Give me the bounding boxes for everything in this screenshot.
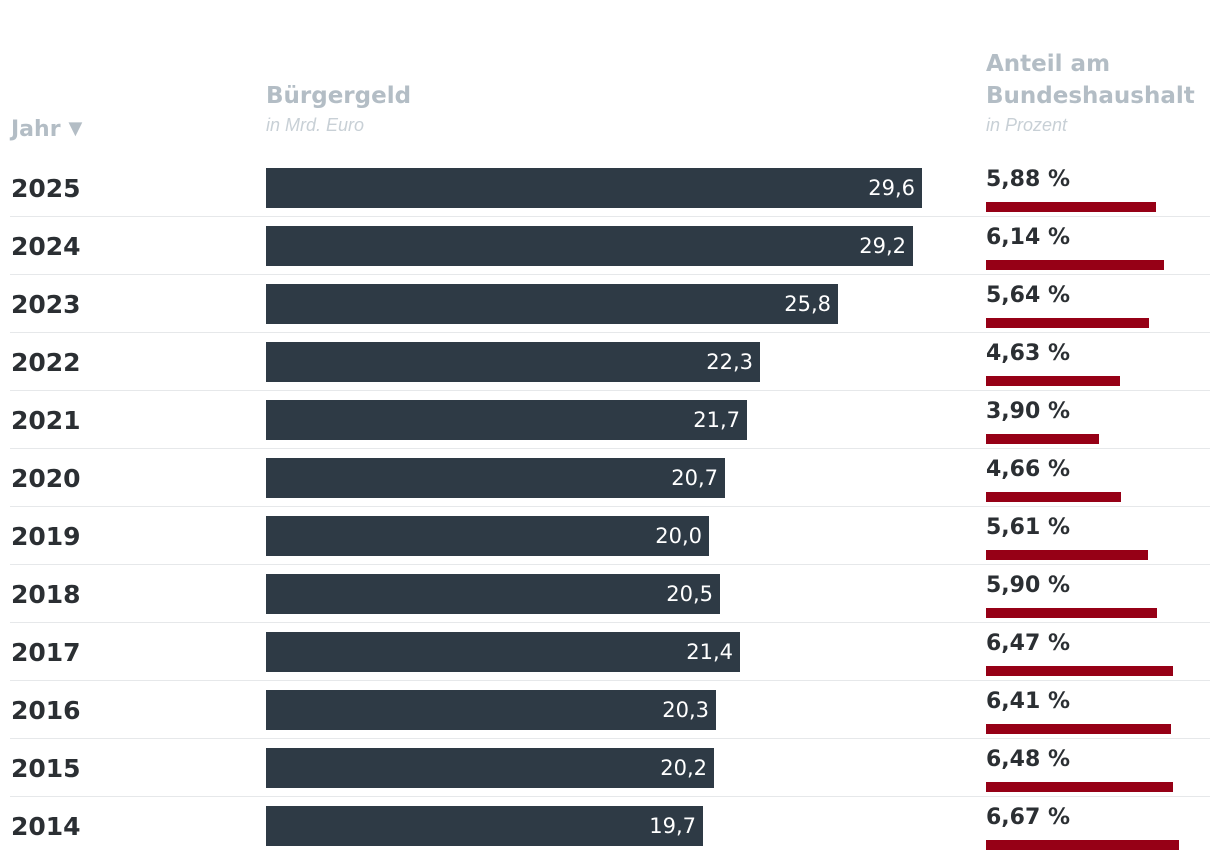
table-row: 2014 19,7 6,67 %	[0, 805, 1220, 864]
table-row: 2015 20,2 6,48 %	[0, 747, 1220, 806]
buergergeld-value-label: 21,4	[686, 640, 733, 664]
anteil-value-label: 6,47 %	[986, 631, 1070, 656]
buergergeld-bar: 20,5	[266, 574, 720, 614]
year-label: 2023	[11, 290, 81, 319]
buergergeld-value-label: 22,3	[706, 350, 753, 374]
anteil-value-label: 6,67 %	[986, 805, 1070, 830]
row-divider	[10, 274, 1210, 275]
anteil-bar	[986, 318, 1149, 328]
table-row: 2023 25,8 5,64 %	[0, 283, 1220, 342]
anteil-value-label: 6,14 %	[986, 225, 1070, 250]
buergergeld-value-label: 20,5	[666, 582, 713, 606]
anteil-bar	[986, 840, 1179, 850]
buergergeld-bar: 20,3	[266, 690, 716, 730]
anteil-bar	[986, 492, 1121, 502]
anteil-bar	[986, 666, 1173, 676]
year-label: 2022	[11, 348, 81, 377]
buergergeld-value-label: 20,0	[655, 524, 702, 548]
anteil-bar	[986, 782, 1173, 792]
buergergeld-value-label: 21,7	[693, 408, 740, 432]
buergergeld-bar: 29,6	[266, 168, 922, 208]
anteil-column-unit: in Prozent	[986, 115, 1068, 135]
buergergeld-bar: 25,8	[266, 284, 838, 324]
buergergeld-column-unit: in Mrd. Euro	[266, 115, 365, 135]
table-row: 2016 20,3 6,41 %	[0, 689, 1220, 748]
buergergeld-bar: 21,7	[266, 400, 747, 440]
year-label: 2017	[11, 638, 81, 667]
table-row: 2017 21,4 6,47 %	[0, 631, 1220, 690]
buergergeld-value-label: 29,6	[868, 176, 915, 200]
row-divider	[10, 448, 1210, 449]
table-row: 2021 21,7 3,90 %	[0, 399, 1220, 458]
buergergeld-bar: 20,2	[266, 748, 714, 788]
year-label: 2015	[11, 754, 81, 783]
buergergeld-bar: 20,7	[266, 458, 725, 498]
table-row: 2022 22,3 4,63 %	[0, 341, 1220, 400]
anteil-value-label: 5,64 %	[986, 283, 1070, 308]
buergergeld-value-label: 20,2	[660, 756, 707, 780]
anteil-value-label: 4,63 %	[986, 341, 1070, 366]
anteil-value-label: 5,90 %	[986, 573, 1070, 598]
buergergeld-value-label: 25,8	[784, 292, 831, 316]
table-row: 2018 20,5 5,90 %	[0, 573, 1220, 632]
row-divider	[10, 738, 1210, 739]
anteil-value-label: 4,66 %	[986, 457, 1070, 482]
buergergeld-value-label: 20,3	[662, 698, 709, 722]
anteil-bar	[986, 550, 1148, 560]
row-divider	[10, 506, 1210, 507]
anteil-bar	[986, 260, 1164, 270]
buergergeld-column-title: Bürgergeld	[266, 83, 412, 109]
anteil-value-label: 5,88 %	[986, 167, 1070, 192]
row-divider	[10, 390, 1210, 391]
table-row: 2020 20,7 4,66 %	[0, 457, 1220, 516]
year-label: 2016	[11, 696, 81, 725]
table-row: 2019 20,0 5,61 %	[0, 515, 1220, 574]
year-label: 2024	[11, 232, 81, 261]
year-column-label: Jahr	[11, 117, 61, 142]
year-label: 2014	[11, 812, 81, 841]
buergergeld-bar: 20,0	[266, 516, 709, 556]
anteil-bar	[986, 608, 1157, 618]
year-label: 2018	[11, 580, 81, 609]
year-label: 2021	[11, 406, 81, 435]
row-divider	[10, 622, 1210, 623]
buergergeld-bar: 19,7	[266, 806, 703, 846]
row-divider	[10, 564, 1210, 565]
anteil-bar	[986, 376, 1120, 386]
buergergeld-bar: 21,4	[266, 632, 740, 672]
anteil-value-label: 6,48 %	[986, 747, 1070, 772]
anteil-bar	[986, 724, 1171, 734]
anteil-column-title-line1: Anteil am	[986, 51, 1111, 77]
row-divider	[10, 216, 1210, 217]
buergergeld-bar: 29,2	[266, 226, 913, 266]
year-column-header[interactable]: Jahr ▼	[11, 114, 82, 145]
buergergeld-bar: 22,3	[266, 342, 760, 382]
row-divider	[10, 680, 1210, 681]
year-label: 2025	[11, 174, 81, 203]
year-label: 2019	[11, 522, 81, 551]
year-label: 2020	[11, 464, 81, 493]
row-divider	[10, 796, 1210, 797]
anteil-value-label: 5,61 %	[986, 515, 1070, 540]
table-row: 2024 29,2 6,14 %	[0, 225, 1220, 284]
anteil-value-label: 3,90 %	[986, 399, 1070, 424]
anteil-value-label: 6,41 %	[986, 689, 1070, 714]
buergergeld-value-label: 20,7	[671, 466, 718, 490]
buergergeld-value-label: 19,7	[649, 814, 696, 838]
sort-descending-icon[interactable]: ▼	[68, 118, 83, 139]
anteil-bar	[986, 434, 1099, 444]
table-row: 2025 29,6 5,88 %	[0, 167, 1220, 226]
anteil-bar	[986, 202, 1156, 212]
anteil-column-title-line2: Bundeshaushalt	[986, 83, 1195, 109]
row-divider	[10, 332, 1210, 333]
buergergeld-value-label: 29,2	[859, 234, 906, 258]
